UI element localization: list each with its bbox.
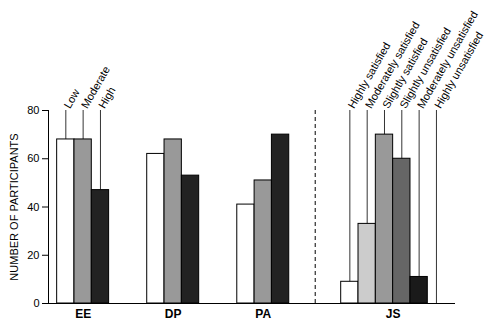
svg-text:High: High: [96, 85, 118, 111]
svg-text:Moderately satisfied: Moderately satisfied: [362, 19, 422, 111]
svg-text:20: 20: [27, 249, 39, 261]
svg-text:Low: Low: [61, 87, 82, 111]
svg-text:DP: DP: [165, 307, 182, 321]
svg-text:Slightly unsatisfied: Slightly unsatisfied: [397, 25, 454, 111]
svg-text:Highly satisfied: Highly satisfied: [345, 40, 393, 111]
svg-text:40: 40: [27, 201, 39, 213]
svg-text:JS: JS: [386, 307, 401, 321]
svg-text:0: 0: [33, 297, 39, 309]
svg-text:PA: PA: [255, 307, 271, 321]
svg-text:Moderate: Moderate: [78, 64, 113, 111]
svg-text:NUMBER OF PARTICIPANTS: NUMBER OF PARTICIPANTS: [8, 133, 20, 280]
svg-text:Highly unsatisfied: Highly unsatisfied: [432, 30, 486, 111]
svg-text:80: 80: [27, 104, 39, 116]
svg-text:Slightly satisfied: Slightly satisfied: [379, 36, 430, 111]
svg-text:EE: EE: [75, 307, 91, 321]
svg-text:Moderately unsatisfied: Moderately unsatisfied: [414, 8, 480, 111]
svg-text:60: 60: [27, 152, 39, 164]
